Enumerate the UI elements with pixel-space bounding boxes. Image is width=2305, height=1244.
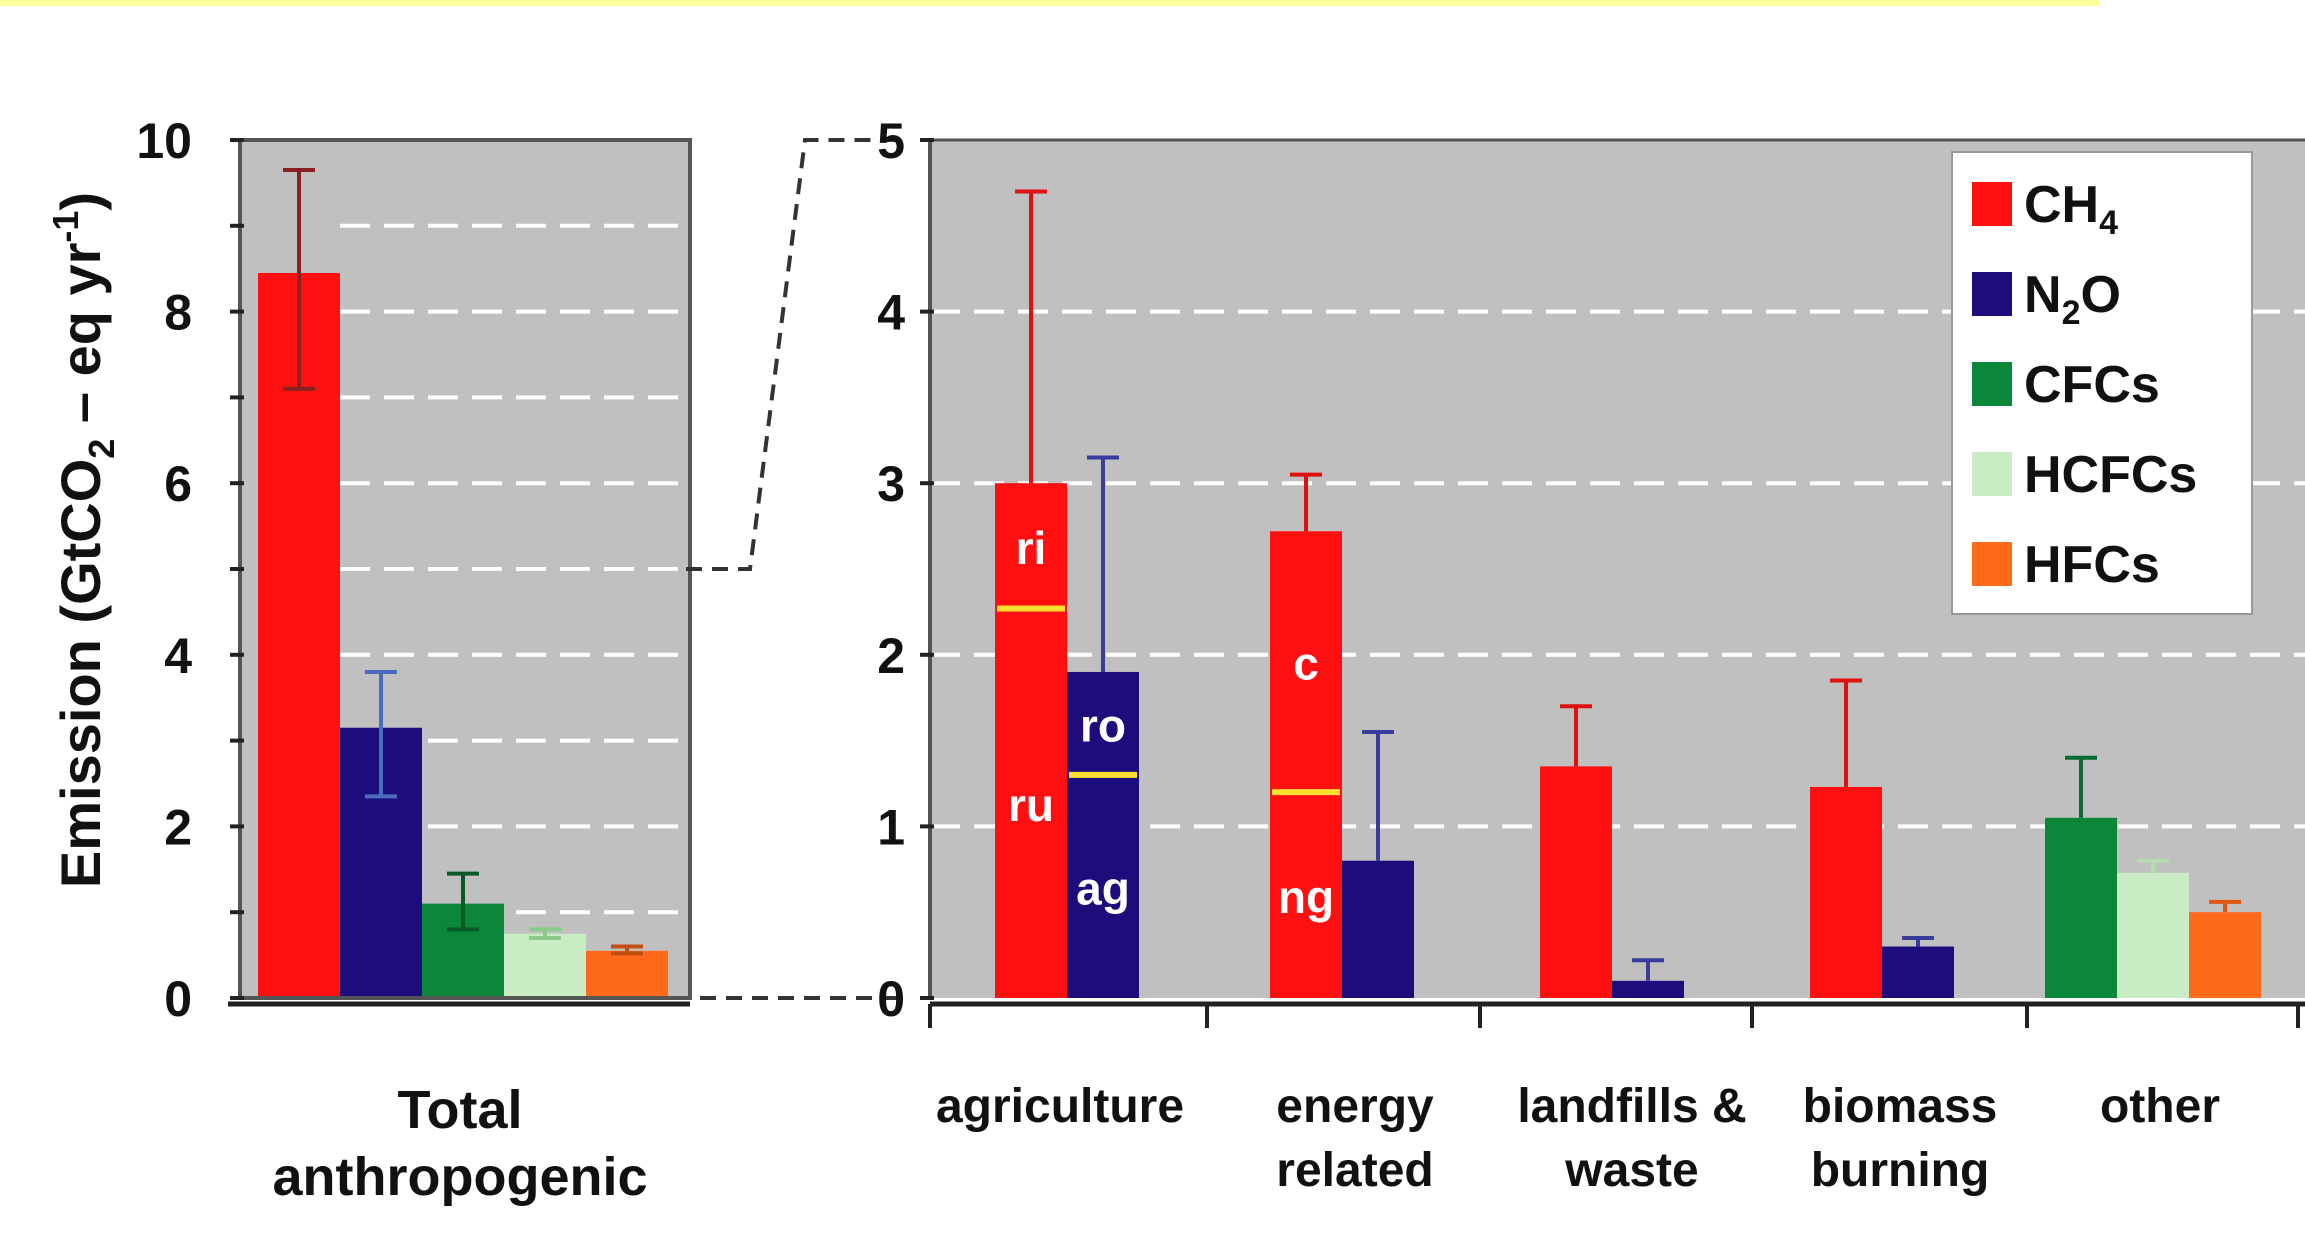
subsector-label-bottom: ru [1008, 779, 1054, 831]
bar-ch4-cat3 [1810, 786, 1882, 998]
category-label-line1: other [2100, 1080, 2220, 1133]
bar-n2o-cat2 [1612, 980, 1684, 998]
bar-hcfcs-cat4 [2117, 872, 2189, 998]
bar-hfcs-cat4 [2189, 912, 2261, 998]
y-tick-label: 4 [164, 628, 192, 684]
bar-ch4-cat2 [1540, 766, 1612, 998]
legend-label-n2o: N2O [2024, 266, 2121, 332]
legend-swatch-n2o [1972, 272, 2012, 316]
subsector-label-top: ro [1080, 699, 1126, 751]
category-label-line1: agriculture [936, 1080, 1184, 1133]
bar-n2o-cat3 [1882, 946, 1954, 998]
bar-n2o-cat0 [1067, 671, 1139, 998]
y-axis-title-sub: 2 [81, 439, 122, 459]
total-panel-bars [258, 168, 668, 998]
sector-panel-axes [928, 138, 2305, 1028]
y-tick-label: 6 [164, 456, 192, 512]
total-category-label-line1: Total [398, 1080, 523, 1140]
legend-swatch-cfcs [1972, 362, 2012, 406]
category-label-line2: related [1276, 1144, 1433, 1197]
legend-label-cfcs: CFCs [2024, 356, 2160, 414]
y-axis-title-main: Emission (GtCO [49, 459, 112, 888]
bar-ch4-cat0 [995, 483, 1067, 998]
sector-category-labels: agriculture energy related landfills & waste… [936, 1080, 2220, 1197]
subsector-label-top: c [1293, 638, 1319, 690]
legend: CH4 N2O CFCs HCFCs HFCs [1951, 151, 2253, 615]
legend-label-hcfcs: HCFCs [2024, 446, 2197, 504]
legend-label-hfcs: HFCs [2024, 536, 2160, 594]
top-highlight-band [0, 0, 2100, 6]
y-tick-label: 2 [164, 799, 192, 855]
y-tick-label: 5 [877, 113, 905, 169]
subsector-label-bottom: ng [1278, 871, 1334, 923]
y-tick-label: 1 [877, 799, 905, 855]
legend-label-ch4: CH4 [2024, 176, 2118, 242]
total-category-label-line2: anthropogenic [273, 1147, 648, 1207]
y-tick-label: 8 [164, 285, 192, 341]
y-tick-label: 10 [136, 113, 192, 169]
connector-top [686, 138, 900, 571]
y-tick-label: 4 [877, 285, 905, 341]
category-label-line2: burning [1811, 1144, 1990, 1197]
y-tick-label: 0 [877, 971, 905, 1027]
bar-total-hfcs [586, 950, 668, 998]
subsector-label-top: ri [1016, 522, 1047, 574]
subsector-label-bottom: ag [1076, 862, 1130, 914]
y-axis-title-sup: -1 [45, 211, 86, 243]
category-label-line1: landfills & [1517, 1080, 1746, 1133]
y-axis-title: Emission (GtCO2 – eq yr-1) [45, 192, 122, 888]
bar-total-hcfcs [504, 933, 586, 998]
bar-ch4-cat1 [1270, 531, 1342, 998]
legend-swatch-hcfcs [1972, 452, 2012, 496]
bar-total-ch4 [258, 272, 340, 998]
total-panel-y-ticks: 0 2 4 6 8 10 [136, 113, 244, 1027]
sector-panel-y-ticks: 0 1 2 3 4 5 [877, 113, 934, 1027]
bar-cfcs-cat4 [2045, 817, 2117, 998]
legend-swatch-ch4 [1972, 182, 2012, 226]
category-label-line1: biomass [1803, 1080, 1998, 1133]
legend-swatch-hfcs [1972, 542, 2012, 586]
y-axis-title-end: ) [49, 192, 112, 211]
y-tick-label: 3 [877, 456, 905, 512]
y-axis-title-mid: – eq yr [49, 243, 112, 439]
category-label-line1: energy [1276, 1080, 1434, 1133]
total-panel: 0 2 4 6 8 10 Total anthropogenic [136, 113, 692, 1207]
y-tick-label: 2 [877, 628, 905, 684]
y-tick-label: 0 [164, 971, 192, 1027]
category-label-line2: waste [1564, 1144, 1698, 1197]
zoom-connector-lines [686, 138, 900, 1000]
bar-n2o-cat1 [1342, 860, 1414, 998]
